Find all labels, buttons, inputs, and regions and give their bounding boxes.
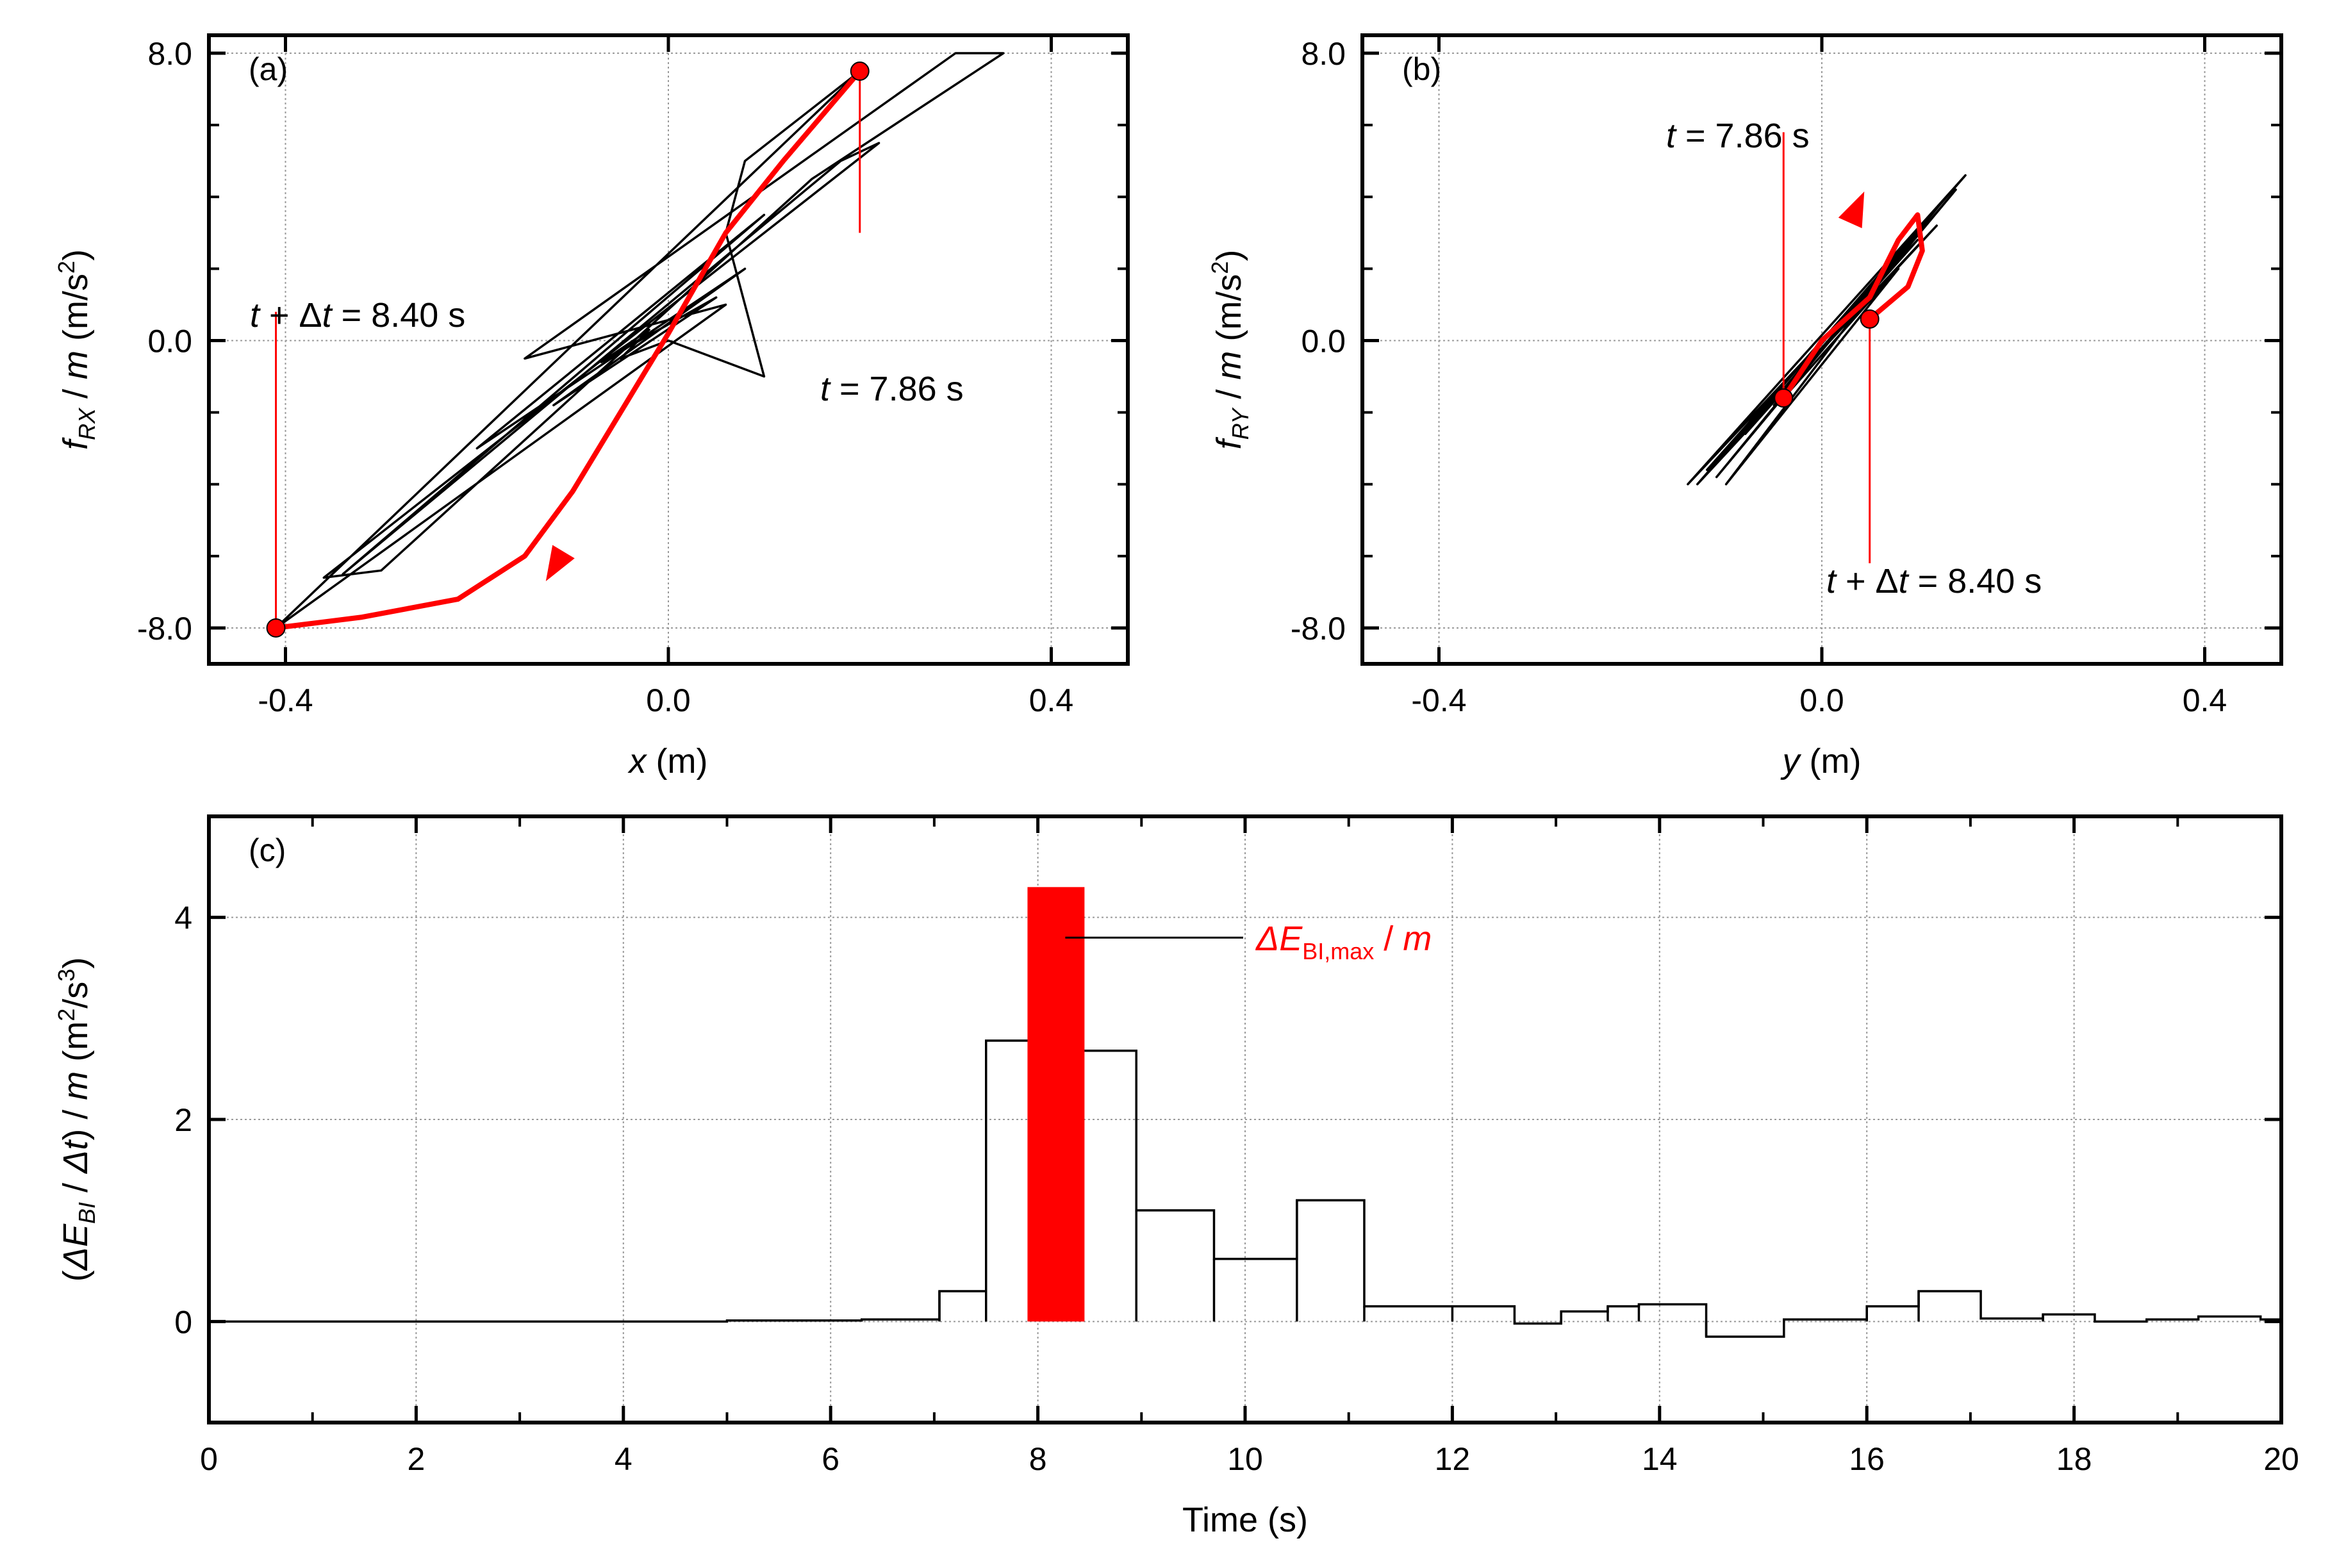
panel-b: -0.4 0.0 0.4 -8.0 0.0 8.0 (b) t = 7.86 s t + … xyxy=(1207,33,2283,780)
panel-b-frame xyxy=(1360,33,2283,666)
panel-b-arrow xyxy=(1838,191,1865,229)
panel-b-marker-1 xyxy=(1860,309,1880,329)
panel-b-xtick-label-1: 0.0 xyxy=(1799,682,1844,718)
panel-a-xlabel: x (m) xyxy=(627,742,708,780)
panel-a-annotation-lines xyxy=(275,71,861,628)
panel-a-marker-0 xyxy=(850,62,870,81)
panel-c-xtick-label-1: 2 xyxy=(407,1441,425,1477)
panel-b-label: (b) xyxy=(1402,51,1441,87)
panel-b-ytick-label-1: 0.0 xyxy=(1301,323,1346,359)
panel-a-minor-ticks xyxy=(209,35,1128,664)
panel-a-xtick-label-0: -0.4 xyxy=(258,682,313,718)
panel-a: -0.4 0.0 0.4 -8.0 0.0 8.0 (a) t = 7.86 s t + … xyxy=(53,33,1130,780)
panel-c-xtick-label-9: 18 xyxy=(2056,1441,2092,1477)
panel-c-annotation-max: ΔEBI,max / m xyxy=(1255,920,1432,964)
panel-b-xlabel: y (m) xyxy=(1780,742,1862,780)
panel-b-markers xyxy=(1774,309,1880,408)
panel-c-xtick-label-7: 14 xyxy=(1642,1441,1678,1477)
panel-c-highlight-bar xyxy=(1027,887,1085,1322)
panel-c-xtick-label-3: 6 xyxy=(822,1441,839,1477)
panel-c-frame xyxy=(207,814,2283,1424)
panel-a-ytick-label-0: -8.0 xyxy=(137,611,192,647)
panel-b-series-hysteresis xyxy=(1687,174,1967,486)
panel-c-xtick-label-5: 10 xyxy=(1227,1441,1263,1477)
panel-b-tick-labels: -0.4 0.0 0.4 -8.0 0.0 8.0 xyxy=(1291,36,2227,718)
panel-a-marker-1 xyxy=(266,618,286,638)
panel-b-xtick-label-0: -0.4 xyxy=(1411,682,1466,718)
panel-b-annotation-t: t = 7.86 s xyxy=(1666,117,1810,155)
panel-b-series xyxy=(1687,174,1967,486)
panel-c-xtick-label-4: 8 xyxy=(1029,1441,1047,1477)
panel-b-series-highlight xyxy=(1781,212,1925,401)
panel-c-xtick-label-10: 20 xyxy=(2263,1441,2299,1477)
panel-a-markers xyxy=(266,62,870,638)
panel-b-marker-0 xyxy=(1774,388,1794,408)
panel-b-ylabel: fRY / m (m/s2) xyxy=(1207,250,1253,450)
panel-c: 0 2 4 6 8 10 12 14 16 18 20 0 2 4 (c) ΔEBI,max / m Ti… xyxy=(53,814,2299,1539)
panel-c-ytick-label-2: 4 xyxy=(174,900,192,936)
panel-c-xlabel: Time (s) xyxy=(1182,1501,1308,1539)
panel-b-annotation-tdt: t + Δt = 8.40 s xyxy=(1826,562,2042,600)
panel-a-tick-labels: -0.4 0.0 0.4 -8.0 0.0 8.0 xyxy=(137,36,1073,718)
panel-a-frame xyxy=(207,33,1130,666)
panel-a-ytick-label-2: 8.0 xyxy=(147,36,192,72)
panel-c-label: (c) xyxy=(249,832,286,868)
panel-b-annotation-lines xyxy=(1782,132,1871,564)
panel-c-tick-labels: 0 2 4 6 8 10 12 14 16 18 20 0 2 4 xyxy=(174,900,2299,1477)
panel-b-ytick-label-2: 8.0 xyxy=(1301,36,1346,72)
panel-c-xtick-label-2: 4 xyxy=(615,1441,632,1477)
panel-a-series-highlight xyxy=(273,69,863,631)
panel-a-ytick-label-1: 0.0 xyxy=(147,323,192,359)
panel-a-annotation-t: t = 7.86 s xyxy=(820,370,964,408)
panel-c-ytick-label-0: 0 xyxy=(174,1304,192,1340)
panel-c-ylabel: (ΔEBI / Δt) / m (m2/s3) xyxy=(53,957,100,1282)
panel-b-ytick-label-0: -8.0 xyxy=(1291,611,1346,647)
panel-c-ytick-label-1: 2 xyxy=(174,1102,192,1138)
panel-c-grid xyxy=(208,816,2282,1423)
panel-a-annotation-tdt: t + Δt = 8.40 s xyxy=(250,296,465,334)
panel-a-label: (a) xyxy=(249,51,288,87)
panel-a-xtick-label-1: 0.0 xyxy=(646,682,691,718)
panel-a-arrow xyxy=(545,545,575,582)
panel-a-ylabel: fRX / m (m/s2) xyxy=(53,249,100,450)
panel-c-bars-outline xyxy=(209,1039,2283,1338)
panel-b-xtick-label-2: 0.4 xyxy=(2183,682,2227,718)
panel-c-xtick-label-6: 12 xyxy=(1435,1441,1471,1477)
panel-c-xtick-label-0: 0 xyxy=(200,1441,218,1477)
panel-c-bars xyxy=(209,887,2283,1338)
panel-c-xtick-label-8: 16 xyxy=(1849,1441,1885,1477)
panel-a-xtick-label-2: 0.4 xyxy=(1029,682,1074,718)
